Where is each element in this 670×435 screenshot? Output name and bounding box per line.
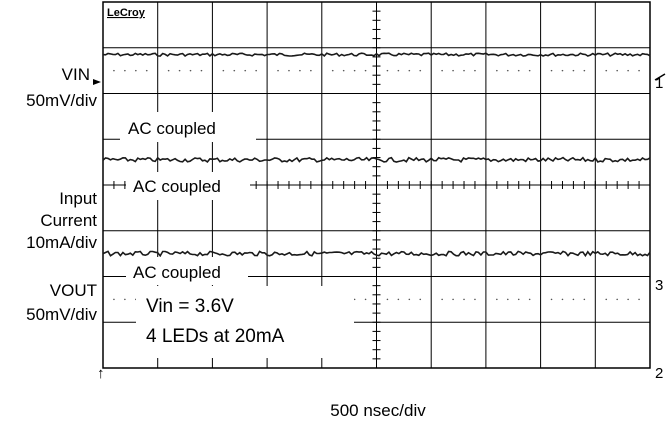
brand-logo: LeCroy <box>107 7 146 19</box>
graticule-dot <box>299 69 301 72</box>
graticule-dot <box>616 298 618 301</box>
graticule-dot <box>364 69 367 72</box>
graticule-dot <box>255 69 257 72</box>
vout-scale-label: 50mV/div <box>26 305 97 324</box>
graticule-dot <box>463 69 465 72</box>
graticule-dot <box>386 69 389 72</box>
current-coupling-label: AC coupled <box>133 177 221 196</box>
graticule-dot <box>124 69 126 72</box>
graticule-dot <box>605 298 608 301</box>
graticule-dot <box>113 298 115 301</box>
graticule-dot <box>517 298 520 301</box>
graticule-dot <box>408 69 411 72</box>
graticule-dot <box>353 69 356 72</box>
graticule-dot <box>474 69 476 72</box>
graticule-dot <box>506 298 509 301</box>
traces <box>102 52 651 258</box>
graticule-dot <box>550 69 553 72</box>
graticule-dot <box>277 69 279 72</box>
graticule-dot <box>233 69 236 72</box>
graticule-dot <box>550 298 553 301</box>
graticule-dot <box>496 298 498 301</box>
graticule-dot <box>474 298 476 301</box>
graticule-dot <box>583 298 586 301</box>
graticule-dot <box>528 69 531 72</box>
annotation-box <box>136 286 354 358</box>
graticule-dot <box>145 69 148 72</box>
graticule-dot <box>452 69 454 72</box>
graticule-dot <box>408 298 411 301</box>
graticule-dot <box>616 69 618 72</box>
annotation-line-1: Vin = 3.6V <box>146 296 234 317</box>
graticule-dot <box>561 298 564 301</box>
vin-coupling-label: AC coupled <box>128 119 216 138</box>
graticule-dot <box>572 298 575 301</box>
graticule-dot <box>397 298 400 301</box>
graticule-dot <box>561 69 564 72</box>
vin-coupling-box <box>120 112 256 142</box>
current-label-line1: Input <box>59 189 97 208</box>
graticule-dot <box>386 298 389 301</box>
current-coupling-box <box>126 172 250 200</box>
graticule-dot <box>331 69 334 72</box>
trigger-marker-icon: ↑ <box>97 365 105 382</box>
graticule-dot <box>441 69 443 72</box>
channel-3-marker: 3 <box>655 277 663 294</box>
graticule-dot <box>113 69 115 72</box>
graticule-dot <box>353 298 356 301</box>
vout-label: VOUT <box>50 281 97 300</box>
graticule-dot <box>638 69 640 72</box>
trace-vout <box>102 250 651 258</box>
graticule-dot <box>572 69 575 72</box>
graticule-dot <box>452 298 454 301</box>
graticule-dot <box>583 69 586 72</box>
graticule-dot <box>528 298 531 301</box>
graticule-dot <box>517 69 520 72</box>
graticule-dot <box>419 69 422 72</box>
trace-input-current <box>102 156 651 163</box>
graticule-dot <box>496 69 498 72</box>
trace-vin <box>102 52 651 58</box>
graticule-dot <box>167 69 170 72</box>
channel-1-marker: 1 <box>655 75 663 92</box>
vin-label: VIN <box>62 65 90 84</box>
graticule-dot <box>244 69 247 72</box>
graticule-dot <box>288 69 290 72</box>
graticule-dot <box>310 69 312 72</box>
graticule-dot <box>189 69 192 72</box>
graticule-dot <box>178 69 181 72</box>
channel-2-marker: 2 <box>655 365 663 382</box>
vout-coupling-box <box>126 257 248 285</box>
current-scale-label: 10mA/div <box>26 233 97 252</box>
graticule-dot <box>638 298 640 301</box>
x-axis-label: 500 nsec/div <box>330 401 426 420</box>
graticule-dot <box>342 69 345 72</box>
graticule-dot <box>627 298 629 301</box>
vin-scale-label: 50mV/div <box>26 91 97 110</box>
graticule-dot <box>397 69 400 72</box>
graticule-dot <box>200 69 203 72</box>
graticule-dot <box>627 69 629 72</box>
graticule-dot <box>364 298 367 301</box>
channel-1-pointer-icon <box>654 73 666 81</box>
annotation-line-2: 4 LEDs at 20mA <box>146 326 285 347</box>
current-label-line2: Current <box>40 211 97 230</box>
graticule-dot <box>124 298 126 301</box>
graticule-dot <box>463 298 465 301</box>
graticule-dot <box>506 69 509 72</box>
graticule-dot <box>605 69 608 72</box>
graticule-dot <box>135 69 137 72</box>
graticule-dot <box>441 298 443 301</box>
vout-coupling-label: AC coupled <box>133 263 221 282</box>
vin-pointer-icon <box>93 79 101 85</box>
graticule-dot <box>419 298 422 301</box>
graticule-dot <box>222 69 225 72</box>
